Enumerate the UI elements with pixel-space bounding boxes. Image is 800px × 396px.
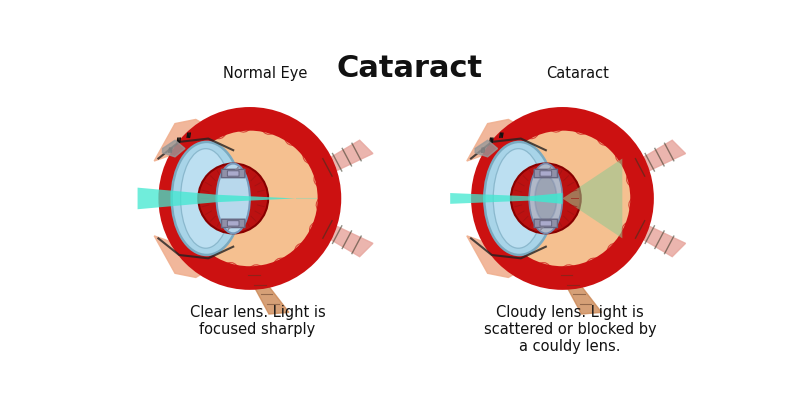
FancyBboxPatch shape xyxy=(540,171,552,176)
Ellipse shape xyxy=(529,164,562,233)
FancyBboxPatch shape xyxy=(227,221,239,226)
Polygon shape xyxy=(467,120,538,161)
Ellipse shape xyxy=(217,164,250,233)
FancyBboxPatch shape xyxy=(222,219,245,228)
Polygon shape xyxy=(217,195,295,202)
FancyBboxPatch shape xyxy=(540,221,552,226)
Polygon shape xyxy=(162,140,185,157)
Text: Normal Eye: Normal Eye xyxy=(223,66,307,81)
Polygon shape xyxy=(305,140,373,183)
Ellipse shape xyxy=(172,142,242,255)
Polygon shape xyxy=(560,274,602,314)
FancyBboxPatch shape xyxy=(534,169,558,178)
Text: Cloudy lens. Light is
scattered or blocked by
a couldy lens.: Cloudy lens. Light is scattered or block… xyxy=(484,305,657,354)
FancyBboxPatch shape xyxy=(534,219,558,228)
Text: Cataract: Cataract xyxy=(337,54,483,83)
Ellipse shape xyxy=(484,142,554,255)
Polygon shape xyxy=(618,214,686,257)
Ellipse shape xyxy=(535,176,557,221)
Circle shape xyxy=(166,115,333,282)
Polygon shape xyxy=(475,140,498,157)
Text: Cataract: Cataract xyxy=(546,66,610,81)
Ellipse shape xyxy=(494,148,543,248)
Circle shape xyxy=(479,115,646,282)
Circle shape xyxy=(490,126,634,270)
Polygon shape xyxy=(247,274,289,314)
Polygon shape xyxy=(467,236,538,278)
FancyBboxPatch shape xyxy=(227,171,239,176)
Circle shape xyxy=(178,126,322,270)
Polygon shape xyxy=(138,188,217,209)
Polygon shape xyxy=(529,193,562,204)
Ellipse shape xyxy=(181,148,231,248)
FancyBboxPatch shape xyxy=(222,169,245,178)
Polygon shape xyxy=(154,120,225,161)
Polygon shape xyxy=(562,158,622,238)
Polygon shape xyxy=(618,140,686,183)
Text: Clear lens. Light is
focused sharply: Clear lens. Light is focused sharply xyxy=(190,305,326,337)
Polygon shape xyxy=(305,214,373,257)
Circle shape xyxy=(511,164,581,233)
Polygon shape xyxy=(450,193,529,204)
Polygon shape xyxy=(154,236,225,278)
Circle shape xyxy=(198,164,268,233)
